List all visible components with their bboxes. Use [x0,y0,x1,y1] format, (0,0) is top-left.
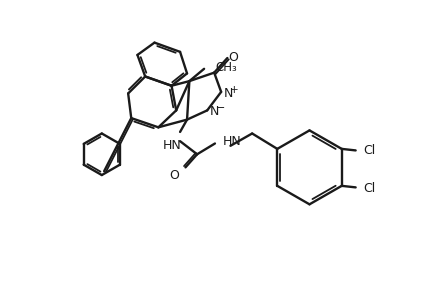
Text: +: + [230,85,238,95]
Text: N: N [209,105,219,118]
Text: Cl: Cl [363,182,376,196]
Text: O: O [169,169,179,182]
Text: HN: HN [163,139,182,152]
Text: CH₃: CH₃ [215,61,237,74]
Text: O: O [228,51,238,64]
Text: Cl: Cl [363,144,376,157]
Text: HN: HN [223,135,242,148]
Text: −: − [216,103,225,113]
Text: N: N [224,87,233,100]
